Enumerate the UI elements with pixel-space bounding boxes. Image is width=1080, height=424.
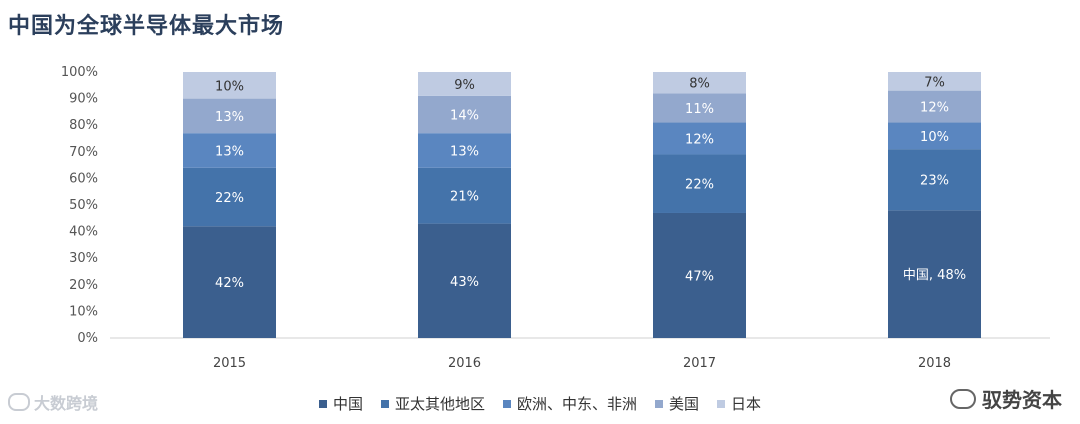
legend-label: 亚太其他地区 [394, 395, 485, 413]
bar-segment [888, 72, 981, 91]
bar-segment [653, 154, 746, 213]
data-label: 22% [685, 178, 714, 193]
legend-item: 亚太其他地区 [380, 393, 485, 414]
bar-segment [418, 167, 511, 224]
legend-swatch [502, 399, 511, 408]
data-label: 12% [685, 133, 714, 148]
y-tick-label: 20% [69, 278, 98, 293]
bar-segment [888, 90, 981, 123]
watermark-left: 大数跨境 [8, 390, 98, 414]
legend-swatch [380, 399, 389, 408]
bar-segment [653, 72, 746, 94]
x-tick-label: 2016 [448, 356, 481, 371]
y-tick-label: 80% [69, 118, 98, 133]
bar-segment [653, 212, 746, 338]
data-label: 14% [450, 109, 479, 124]
stacked-bar-chart: 0% 10% 20% 30% 40% 50% 60% 70% 80% 90% 100% 42% 22%… [61, 65, 1050, 371]
y-tick-label: 40% [69, 225, 98, 240]
data-label: 47% [685, 269, 714, 284]
data-label: 10% [920, 130, 949, 145]
bar-segment [183, 226, 276, 338]
x-tick-label: 2015 [213, 356, 246, 371]
legend-label: 欧洲、中东、非洲 [516, 395, 637, 413]
bar-segment [653, 122, 746, 155]
bars-layer [183, 72, 981, 338]
bar-segment [183, 98, 276, 134]
data-label: 42% [215, 276, 244, 291]
data-label: 13% [215, 110, 244, 125]
y-tick-label: 100% [61, 65, 98, 80]
bar-segment [418, 72, 511, 96]
chart-legend: 中国 亚太其他地区 欧洲、中东、非洲 美国 日本 [0, 393, 1080, 414]
watermark-logo-icon [8, 393, 30, 411]
bar-segment [183, 72, 276, 99]
legend-swatch [717, 399, 726, 408]
y-tick-label: 50% [69, 198, 98, 213]
bar-segment [653, 93, 746, 123]
bar-segment [888, 122, 981, 150]
wechat-icon [950, 388, 976, 409]
data-label: 13% [215, 144, 244, 159]
data-label: 12% [920, 101, 949, 116]
legend-item: 美国 [655, 393, 699, 414]
data-label: 13% [450, 144, 479, 159]
legend-item: 欧洲、中东、非洲 [502, 393, 637, 414]
x-tick-label: 2018 [918, 356, 951, 371]
data-label: 11% [685, 102, 714, 117]
legend-label: 日本 [731, 395, 762, 413]
data-label: 21% [450, 190, 479, 205]
bar-segment [418, 223, 511, 338]
watermark-left-text: 大数跨境 [34, 394, 99, 413]
x-tick-label: 2017 [683, 356, 716, 371]
watermark-right-text: 驭势资本 [982, 388, 1062, 412]
legend-item: 日本 [717, 393, 761, 414]
bar-segment [183, 133, 276, 168]
y-tick-label: 60% [69, 171, 98, 186]
y-tick-label: 10% [69, 304, 98, 319]
bar-segment [183, 167, 276, 227]
legend-swatch [318, 399, 327, 408]
bar-segment [418, 95, 511, 134]
y-tick-label: 30% [69, 251, 98, 266]
data-label: 9% [454, 78, 475, 93]
labels-layer: 42% 22% 13% 13% 10% 2015 43% 21% 13% 14% 9% 2016 47%… [213, 75, 966, 371]
data-label: 8% [689, 77, 710, 92]
data-label: 43% [450, 275, 479, 290]
legend-label: 中国 [332, 395, 363, 413]
y-tick-label: 0% [77, 331, 98, 346]
data-label: 22% [215, 191, 244, 206]
legend-label: 美国 [669, 395, 700, 413]
y-tick-label: 70% [69, 145, 98, 160]
data-label: 7% [924, 75, 945, 90]
chart-title: 中国为全球半导体最大市场 [8, 14, 285, 39]
bar-segment [418, 133, 511, 168]
legend-item: 中国 [318, 393, 363, 414]
data-label: 中国, 48% [903, 268, 966, 283]
y-tick-label: 90% [69, 92, 98, 107]
bar-segment [888, 149, 981, 211]
legend-swatch [655, 399, 663, 408]
data-label: 23% [920, 174, 949, 189]
watermark-right: 驭势资本 [950, 384, 1062, 413]
bar-segment [888, 210, 981, 338]
data-label: 10% [215, 79, 244, 94]
